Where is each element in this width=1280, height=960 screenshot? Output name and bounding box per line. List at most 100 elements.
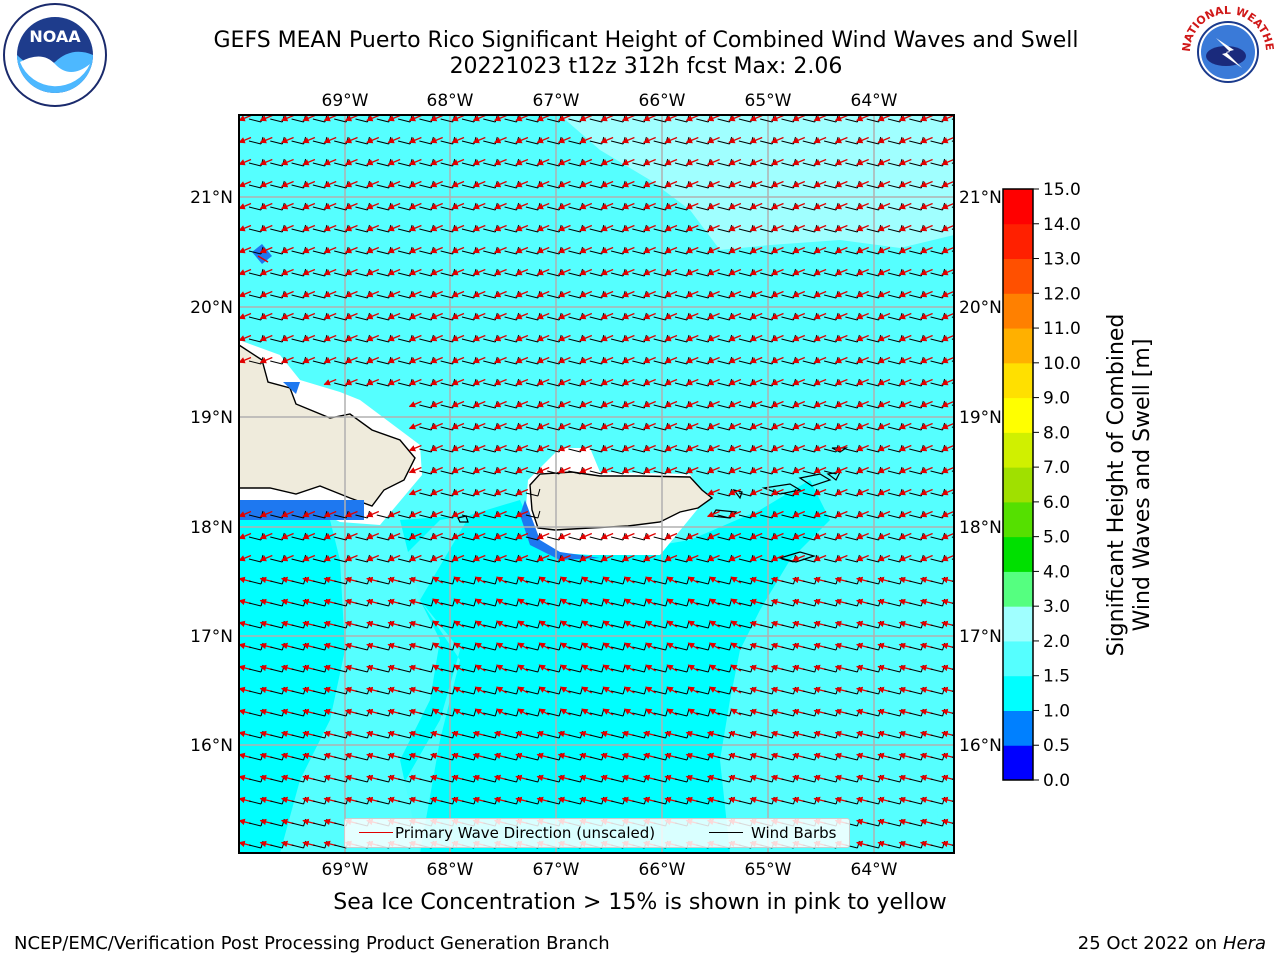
lon-tick: 64°W: [851, 860, 898, 880]
wave-direction-arrow: [281, 136, 294, 144]
wave-direction-arrow: [366, 202, 380, 210]
wave-direction-arrow: [728, 378, 742, 386]
wave-direction-arrow: [366, 290, 380, 298]
wave-direction-arrow: [451, 202, 465, 210]
wave-direction-arrow: [643, 224, 656, 232]
colorbar-segment: [1003, 536, 1033, 572]
wind-legend-line: [709, 832, 743, 833]
wave-direction-arrow: [536, 246, 550, 254]
wave-direction-arrow: [579, 136, 593, 144]
wave-direction-arrow: [664, 444, 678, 452]
wave-direction-arrow: [919, 180, 933, 188]
wave-direction-arrow: [600, 202, 614, 210]
wave-direction-arrow: [813, 180, 827, 188]
wave-direction-arrow: [239, 158, 252, 166]
wave-direction-arrow: [600, 246, 614, 254]
noaa-logo: NOAA: [3, 3, 107, 107]
wave-direction-arrow: [344, 268, 358, 276]
wave-direction-arrow: [770, 444, 784, 452]
wave-direction-arrow: [259, 136, 273, 144]
wave-direction-arrow: [621, 202, 635, 210]
wave-direction-arrow: [387, 224, 401, 232]
wave-direction-arrow: [239, 268, 252, 276]
wave-direction-arrow: [941, 115, 954, 122]
wave-direction-arrow: [239, 136, 252, 144]
wave-direction-arrow: [621, 136, 635, 144]
wave-direction-arrow: [706, 268, 720, 276]
low-wave-patch: [239, 500, 364, 520]
wave-direction-arrow: [792, 268, 806, 276]
wave-direction-arrow: [919, 290, 933, 298]
wave-direction-arrow: [430, 115, 443, 122]
wave-direction-arrow: [472, 356, 486, 364]
wave-direction-arrow: [749, 422, 763, 430]
colorbar-segment: [1003, 640, 1033, 677]
wave-direction-arrow: [770, 356, 784, 364]
wave-direction-arrow: [919, 422, 933, 430]
wave-direction-arrow: [621, 180, 635, 188]
wave-direction-arrow: [643, 444, 656, 452]
wave-direction-arrow: [472, 400, 486, 408]
wave-direction-arrow: [600, 334, 614, 342]
wave-direction-arrow: [856, 290, 869, 298]
wave-direction-arrow: [430, 312, 443, 320]
wave-direction-arrow: [344, 312, 358, 320]
wave-direction-arrow: [749, 400, 763, 408]
wave-direction-arrow: [706, 290, 720, 298]
colorbar-tick-label: 12.0: [1043, 284, 1081, 304]
lat-tick: 20°N: [190, 298, 233, 318]
wave-direction-arrow: [664, 378, 678, 386]
colorbar-segment: [1003, 258, 1033, 294]
wave-direction-arrow: [366, 224, 380, 232]
wave-direction-arrow: [749, 356, 763, 364]
wave-direction-arrow: [302, 180, 316, 188]
wave-direction-arrow: [302, 136, 316, 144]
wave-direction-arrow: [579, 312, 593, 320]
wave-direction-arrow: [557, 466, 571, 474]
wave-direction-arrow: [451, 158, 465, 166]
wave-direction-arrow: [344, 136, 358, 144]
wave-direction-arrow: [239, 356, 252, 364]
wave-direction-arrow: [600, 158, 614, 166]
wave-direction-arrow: [834, 246, 848, 254]
wave-direction-arrow: [685, 356, 699, 364]
wave-direction-arrow: [494, 334, 507, 342]
wave-direction-arrow: [302, 246, 316, 254]
lat-tick: 16°N: [959, 736, 1002, 756]
wave-direction-arrow: [685, 158, 699, 166]
lat-tick: 17°N: [959, 627, 1002, 647]
wave-direction-arrow: [685, 246, 699, 254]
colorbar-tick-label: 5.0: [1043, 528, 1070, 548]
wave-direction-arrow: [557, 115, 571, 122]
wave-direction-arrow: [941, 422, 954, 430]
wave-direction-arrow: [536, 224, 550, 232]
wave-direction-arrow: [494, 378, 507, 386]
wave-direction-arrow: [344, 290, 358, 298]
wave-direction-arrow: [515, 180, 529, 188]
wave-direction-arrow: [770, 180, 784, 188]
wave-direction-arrow: [472, 246, 486, 254]
wave-direction-arrow: [685, 312, 699, 320]
wave-direction-arrow: [919, 115, 933, 122]
wave-direction-arrow: [643, 290, 656, 298]
wave-direction-arrow: [472, 224, 486, 232]
colorbar-label-line1: Significant Height of Combined: [1104, 313, 1129, 657]
puerto-rico-land: [529, 471, 714, 531]
wave-direction-arrow: [494, 422, 507, 430]
wave-direction-arrow: [557, 180, 571, 188]
wind-legend-label: Wind Barbs: [751, 824, 837, 842]
colorbar-segment: [1003, 571, 1033, 607]
wave-direction-arrow: [408, 444, 422, 452]
wave-direction-arrow: [706, 334, 720, 342]
wave-direction-arrow: [941, 400, 954, 408]
chart-title: GEFS MEAN Puerto Rico Significant Height…: [213, 28, 1079, 53]
wave-direction-arrow: [387, 180, 401, 188]
wave-direction-arrow: [728, 158, 742, 166]
wave-direction-arrow: [749, 334, 763, 342]
wave-direction-arrow: [600, 268, 614, 276]
wave-direction-arrow: [877, 422, 891, 430]
wave-direction-arrow: [259, 268, 273, 276]
wave-direction-arrow: [472, 422, 486, 430]
colorbar-tick-label: 14.0: [1043, 215, 1081, 235]
